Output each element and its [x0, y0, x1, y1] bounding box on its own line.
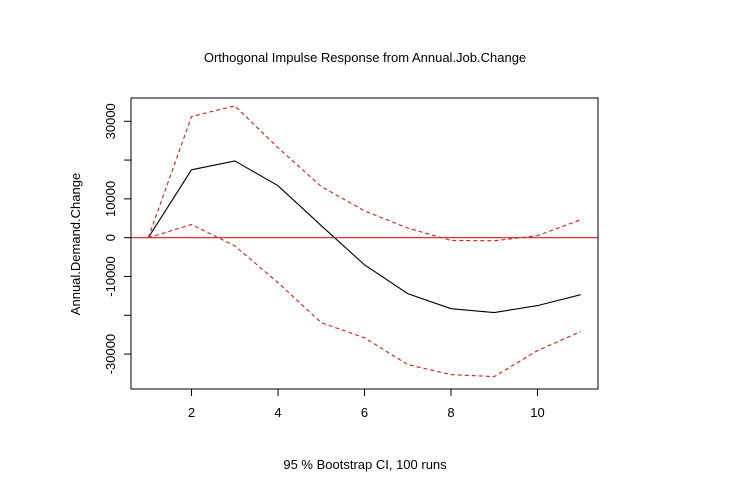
plot-area	[131, 105, 598, 378]
y-tick-label: 0	[103, 234, 118, 241]
x-axis: 2 4 6 8 10	[188, 389, 545, 420]
y-tick-label: -10000	[103, 256, 118, 296]
series-line-impulse-response	[147, 160, 581, 314]
y-tick-label: 30000	[103, 103, 118, 139]
plot-frame	[130, 97, 599, 390]
x-axis-label: 95 % Bootstrap CI, 100 runs	[283, 457, 447, 472]
x-tick-label: 10	[530, 405, 544, 420]
x-tick-label: 8	[447, 405, 454, 420]
x-tick-label: 4	[274, 405, 281, 420]
y-axis: -30000 -10000 0 10000 30000	[103, 103, 131, 374]
series-line-lower-95-ci	[148, 223, 581, 378]
y-tick-label: 10000	[103, 181, 118, 217]
y-tick-label: -30000	[103, 334, 118, 374]
series-line-upper-95-ci	[147, 105, 581, 242]
y-axis-label: Annual.Demand.Change	[68, 173, 83, 315]
chart-title: Orthogonal Impulse Response from Annual.…	[204, 50, 526, 65]
x-tick-label: 2	[188, 405, 195, 420]
x-tick-label: 6	[361, 405, 368, 420]
